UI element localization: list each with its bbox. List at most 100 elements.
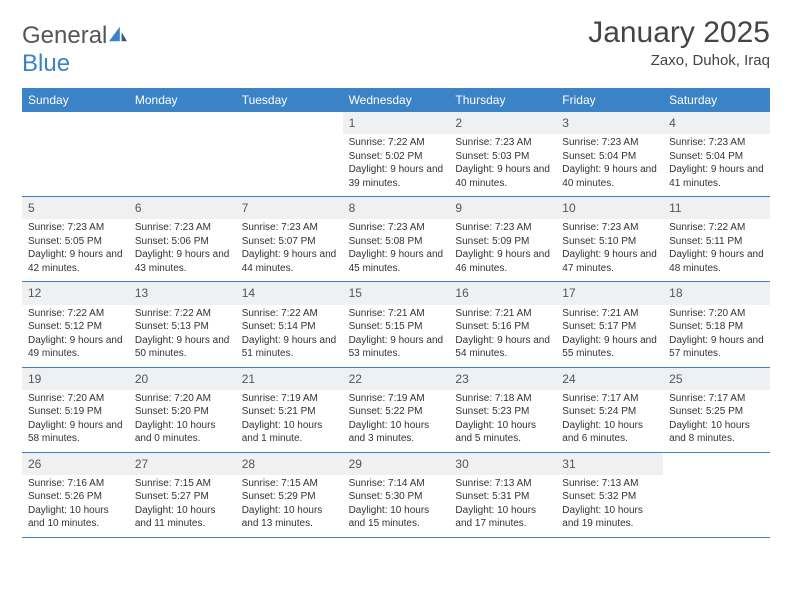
sunrise-line: Sunrise: 7:16 AM — [28, 477, 123, 491]
day-number: 2 — [449, 112, 556, 134]
sunrise-line: Sunrise: 7:22 AM — [135, 307, 230, 321]
day-of-week-cell: Saturday — [663, 88, 770, 112]
daylight-line: Daylight: 9 hours and 42 minutes. — [28, 248, 123, 275]
daylight-line: Daylight: 10 hours and 8 minutes. — [669, 419, 764, 446]
sunrise-line: Sunrise: 7:18 AM — [455, 392, 550, 406]
day-cell: 28Sunrise: 7:15 AMSunset: 5:29 PMDayligh… — [236, 453, 343, 537]
sunrise-line: Sunrise: 7:23 AM — [135, 221, 230, 235]
day-body: Sunrise: 7:23 AMSunset: 5:03 PMDaylight:… — [449, 136, 556, 196]
day-of-week-header: SundayMondayTuesdayWednesdayThursdayFrid… — [22, 88, 770, 112]
calendar: SundayMondayTuesdayWednesdayThursdayFrid… — [22, 88, 770, 538]
sunrise-line: Sunrise: 7:20 AM — [135, 392, 230, 406]
logo-text: GeneralBlue — [22, 22, 129, 78]
sunset-line: Sunset: 5:29 PM — [242, 490, 337, 504]
day-cell: 1Sunrise: 7:22 AMSunset: 5:02 PMDaylight… — [343, 112, 450, 196]
daylight-line: Daylight: 9 hours and 40 minutes. — [562, 163, 657, 190]
sunrise-line: Sunrise: 7:15 AM — [242, 477, 337, 491]
day-number: 24 — [556, 368, 663, 390]
sunset-line: Sunset: 5:04 PM — [669, 150, 764, 164]
logo-part1: General — [22, 22, 107, 49]
day-cell: 12 Sunrise: 7:22 AMSunset: 5:12 PMDayligh… — [22, 282, 129, 366]
sunset-line: Sunset: 5:06 PM — [135, 235, 230, 249]
daylight-line: Daylight: 9 hours and 41 minutes. — [669, 163, 764, 190]
daylight-line: Daylight: 9 hours and 54 minutes. — [455, 334, 550, 361]
day-body: Sunrise: 7:23 AMSunset: 5:09 PMDaylight:… — [449, 221, 556, 281]
day-number: 20 — [129, 368, 236, 390]
day-cell: 11Sunrise: 7:22 AMSunset: 5:11 PMDayligh… — [663, 197, 770, 281]
day-number: 11 — [663, 197, 770, 219]
day-body: Sunrise: 7:22 AMSunset: 5:12 PMDaylight:… — [22, 307, 129, 367]
day-of-week-cell: Thursday — [449, 88, 556, 112]
sunrise-line: Sunrise: 7:20 AM — [669, 307, 764, 321]
sunrise-line: Sunrise: 7:23 AM — [669, 136, 764, 150]
daylight-line: Daylight: 10 hours and 0 minutes. — [135, 419, 230, 446]
sunset-line: Sunset: 5:31 PM — [455, 490, 550, 504]
day-number: 12 — [22, 282, 129, 304]
day-body: Sunrise: 7:19 AMSunset: 5:22 PMDaylight:… — [343, 392, 450, 452]
sunrise-line: Sunrise: 7:21 AM — [562, 307, 657, 321]
sunset-line: Sunset: 5:11 PM — [669, 235, 764, 249]
day-body: Sunrise: 7:23 AMSunset: 5:05 PMDaylight:… — [22, 221, 129, 281]
sunrise-line: Sunrise: 7:17 AM — [562, 392, 657, 406]
day-number: 21 — [236, 368, 343, 390]
header: GeneralBlue January 2025 Zaxo, Duhok, Ir… — [22, 16, 770, 78]
day-of-week-cell: Wednesday — [343, 88, 450, 112]
sunset-line: Sunset: 5:19 PM — [28, 405, 123, 419]
sunrise-line: Sunrise: 7:15 AM — [135, 477, 230, 491]
sunset-line: Sunset: 5:08 PM — [349, 235, 444, 249]
day-body: Sunrise: 7:23 AMSunset: 5:04 PMDaylight:… — [663, 136, 770, 196]
daylight-line: Daylight: 10 hours and 17 minutes. — [455, 504, 550, 531]
day-number: 15 — [343, 282, 450, 304]
daylight-line: Daylight: 9 hours and 51 minutes. — [242, 334, 337, 361]
day-cell: 23Sunrise: 7:18 AMSunset: 5:23 PMDayligh… — [449, 368, 556, 452]
day-body: Sunrise: 7:22 AMSunset: 5:14 PMDaylight:… — [236, 307, 343, 367]
day-body: Sunrise: 7:23 AMSunset: 5:08 PMDaylight:… — [343, 221, 450, 281]
week-row: 5Sunrise: 7:23 AMSunset: 5:05 PMDaylight… — [22, 197, 770, 282]
day-cell: 2Sunrise: 7:23 AMSunset: 5:03 PMDaylight… — [449, 112, 556, 196]
day-body: Sunrise: 7:23 AMSunset: 5:07 PMDaylight:… — [236, 221, 343, 281]
sunrise-line: Sunrise: 7:19 AM — [242, 392, 337, 406]
day-cell: 7Sunrise: 7:23 AMSunset: 5:07 PMDaylight… — [236, 197, 343, 281]
week-row: 19Sunrise: 7:20 AMSunset: 5:19 PMDayligh… — [22, 368, 770, 453]
week-row: 26Sunrise: 7:16 AMSunset: 5:26 PMDayligh… — [22, 453, 770, 538]
title-block: January 2025 Zaxo, Duhok, Iraq — [588, 16, 770, 69]
day-body: Sunrise: 7:21 AMSunset: 5:17 PMDaylight:… — [556, 307, 663, 367]
sunrise-line: Sunrise: 7:23 AM — [455, 221, 550, 235]
daylight-line: Daylight: 9 hours and 40 minutes. — [455, 163, 550, 190]
sunset-line: Sunset: 5:04 PM — [562, 150, 657, 164]
sunrise-line: Sunrise: 7:22 AM — [242, 307, 337, 321]
day-body: Sunrise: 7:23 AMSunset: 5:04 PMDaylight:… — [556, 136, 663, 196]
sunrise-line: Sunrise: 7:21 AM — [455, 307, 550, 321]
location: Zaxo, Duhok, Iraq — [588, 52, 770, 69]
day-cell: 18Sunrise: 7:20 AMSunset: 5:18 PMDayligh… — [663, 282, 770, 366]
sunrise-line: Sunrise: 7:23 AM — [28, 221, 123, 235]
sunrise-line: Sunrise: 7:22 AM — [349, 136, 444, 150]
sunset-line: Sunset: 5:17 PM — [562, 320, 657, 334]
day-number: 14 — [236, 282, 343, 304]
week-row: ...1Sunrise: 7:22 AMSunset: 5:02 PMDayli… — [22, 112, 770, 197]
daylight-line: Daylight: 9 hours and 50 minutes. — [135, 334, 230, 361]
page-title: January 2025 — [588, 16, 770, 50]
day-cell: 16 Sunrise: 7:21 AMSunset: 5:16 PMDayligh… — [449, 282, 556, 366]
sunrise-line: Sunrise: 7:14 AM — [349, 477, 444, 491]
day-number: 23 — [449, 368, 556, 390]
day-number: 17 — [556, 282, 663, 304]
sunset-line: Sunset: 5:16 PM — [455, 320, 550, 334]
logo: GeneralBlue — [22, 16, 129, 78]
day-number: 1 — [343, 112, 450, 134]
day-number: 5 — [22, 197, 129, 219]
sail-icon — [107, 25, 129, 43]
sunset-line: Sunset: 5:25 PM — [669, 405, 764, 419]
sunset-line: Sunset: 5:21 PM — [242, 405, 337, 419]
daylight-line: Daylight: 9 hours and 58 minutes. — [28, 419, 123, 446]
day-body: Sunrise: 7:15 AMSunset: 5:27 PMDaylight:… — [129, 477, 236, 537]
day-number: 16 — [449, 282, 556, 304]
day-body: Sunrise: 7:21 AMSunset: 5:15 PMDaylight:… — [343, 307, 450, 367]
day-cell: 6Sunrise: 7:23 AMSunset: 5:06 PMDaylight… — [129, 197, 236, 281]
day-body: Sunrise: 7:19 AMSunset: 5:21 PMDaylight:… — [236, 392, 343, 452]
day-cell: 22Sunrise: 7:19 AMSunset: 5:22 PMDayligh… — [343, 368, 450, 452]
day-cell: 15 Sunrise: 7:21 AMSunset: 5:15 PMDayligh… — [343, 282, 450, 366]
day-cell: 9Sunrise: 7:23 AMSunset: 5:09 PMDaylight… — [449, 197, 556, 281]
sunset-line: Sunset: 5:30 PM — [349, 490, 444, 504]
sunrise-line: Sunrise: 7:23 AM — [242, 221, 337, 235]
